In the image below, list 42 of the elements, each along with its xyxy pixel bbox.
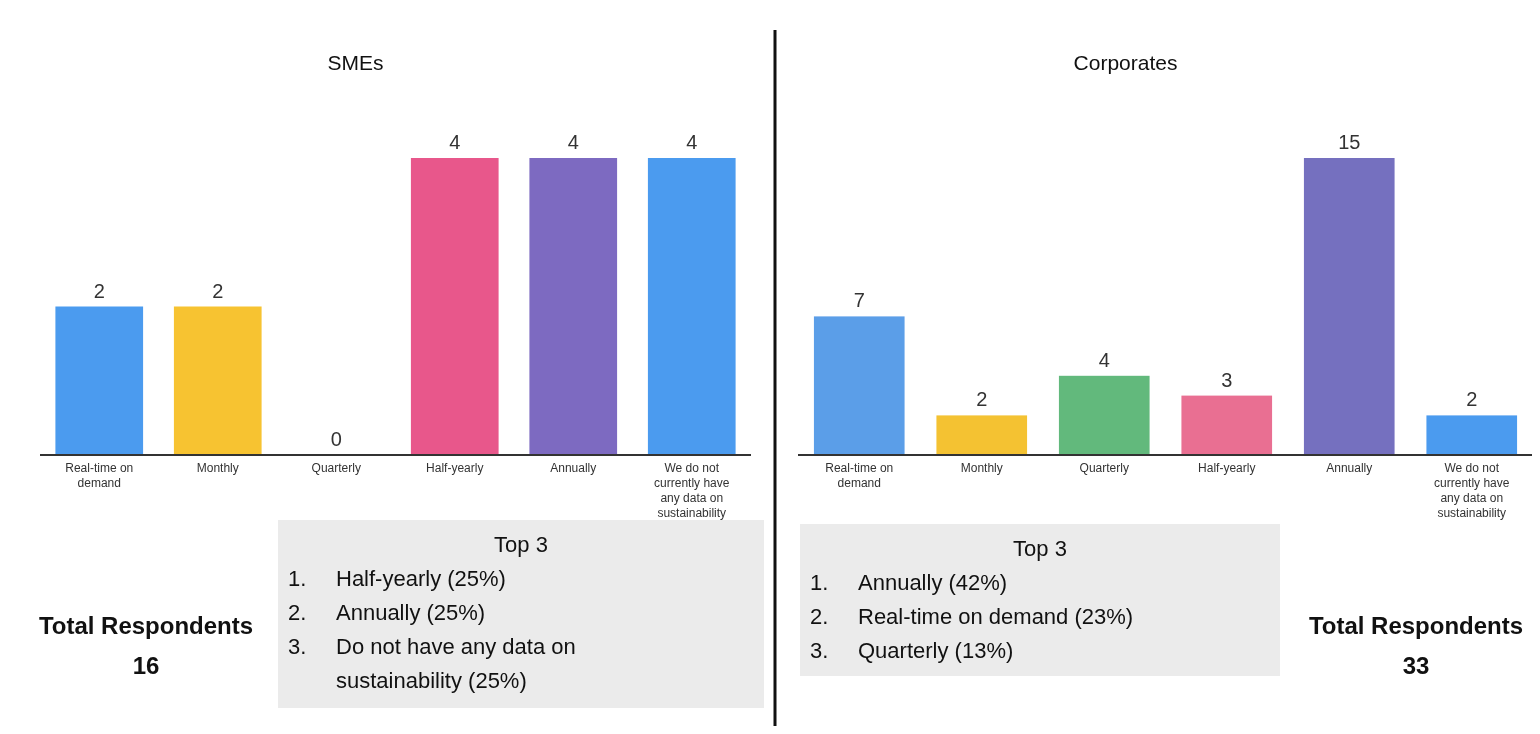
x-tick-label: We do not currently have any data on sustainability: [654, 461, 730, 520]
data-label: 3: [1221, 368, 1233, 391]
bar: [1181, 395, 1273, 455]
x-tick-label: Real-time on demand: [825, 461, 894, 490]
data-label: 4: [449, 131, 461, 153]
x-tick-label: Half-yearly: [426, 461, 484, 475]
data-label: 2: [212, 279, 224, 302]
x-tick-label: Half-yearly: [1198, 461, 1256, 475]
bar: [1058, 375, 1150, 455]
data-label: 7: [853, 289, 865, 312]
text: Top 3: [494, 532, 548, 557]
x-tick-label: Monthly: [960, 461, 1003, 475]
bar: [1426, 415, 1518, 455]
text: 1. Half-yearly (25%): [288, 566, 506, 591]
data-label: 4: [567, 131, 579, 153]
bar: [936, 415, 1028, 455]
bar: [1303, 158, 1395, 455]
x-tick-label: Quarterly: [311, 461, 361, 475]
x-tick-label: Quarterly: [1079, 461, 1129, 475]
text: 2. Annually (25%): [288, 600, 486, 625]
text: 1. Annually (42%): [810, 570, 1008, 595]
text: Total Respondents 16: [38, 612, 254, 679]
x-tick-label: Real-time on demand: [65, 461, 134, 490]
text: 3. Quarterly (13%): [810, 638, 1014, 663]
text: Top 3: [1013, 536, 1067, 561]
bar: [813, 316, 905, 455]
text: 3. Do not have any data on sustainability (25%): [288, 634, 576, 693]
x-tick-label: Annually: [1326, 461, 1373, 475]
x-tick-label: We do not currently have any data on sustainability: [1434, 461, 1510, 520]
data-label: 4: [686, 131, 698, 153]
chart-title: SMEs: [327, 51, 384, 74]
data-label: 2: [976, 388, 988, 411]
data-label: 15: [1338, 131, 1361, 153]
text: 2. Real-time on demand (23%): [810, 604, 1134, 629]
text: Total Respondents 33: [1308, 612, 1524, 679]
x-tick-label: Monthly: [196, 461, 239, 475]
data-label: 0: [330, 428, 342, 450]
x-tick-label: Annually: [550, 461, 597, 475]
chart-title: Corporates: [1073, 51, 1178, 74]
data-label: 2: [93, 279, 105, 302]
data-label: 4: [1098, 348, 1110, 371]
data-label: 2: [1466, 388, 1478, 411]
